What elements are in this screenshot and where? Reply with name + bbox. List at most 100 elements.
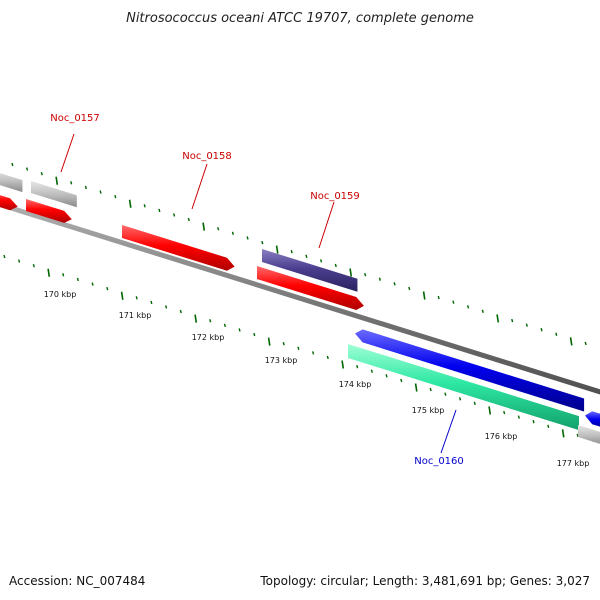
- minor-tick: [473, 401, 476, 406]
- scale-label-174kbp: 174 kbp: [339, 380, 372, 389]
- gene-feature-blue-main[interactable]: [355, 329, 585, 412]
- minor-tick: [223, 323, 226, 328]
- minor-tick: [297, 346, 300, 350]
- minor-tick: [173, 213, 176, 217]
- major-tick: [341, 360, 345, 369]
- gene-feature-gray-left[interactable]: [0, 170, 23, 193]
- gene-feature-noc0157[interactable]: [31, 181, 77, 208]
- minor-tick: [106, 286, 109, 291]
- gene-feature-blue-right[interactable]: [585, 411, 600, 429]
- minor-tick: [26, 167, 29, 171]
- gene-feature-red-right[interactable]: [257, 266, 364, 310]
- minor-tick: [334, 263, 337, 268]
- gene-feature-gray-right[interactable]: [578, 425, 600, 446]
- minor-tick: [503, 410, 506, 415]
- minor-tick: [246, 236, 249, 240]
- scale-label-175kbp: 175 kbp: [412, 406, 445, 415]
- minor-tick: [99, 190, 102, 194]
- major-tick: [120, 291, 124, 300]
- minor-tick: [481, 309, 484, 314]
- tick-marks-inner: [3, 254, 594, 442]
- minor-tick: [437, 295, 440, 300]
- scale-label-171kbp: 171 kbp: [119, 311, 152, 320]
- minor-tick: [540, 328, 543, 332]
- minor-tick: [158, 208, 161, 213]
- map-title: Nitrosococcus oceani ATCC 19707, complet…: [126, 11, 474, 26]
- minor-tick: [320, 259, 323, 263]
- minor-tick: [135, 296, 138, 300]
- gene-label-noc0160[interactable]: Noc_0160: [414, 456, 464, 467]
- genome-backbone: [0, 201, 600, 395]
- leader-line-noc0160: [440, 409, 457, 454]
- minor-tick: [3, 254, 6, 259]
- major-tick: [349, 268, 353, 277]
- tick-marks-outer: [11, 162, 587, 346]
- gene-feature-noc0160[interactable]: [348, 344, 579, 431]
- gene-features: [0, 170, 600, 446]
- minor-tick: [62, 273, 65, 277]
- minor-tick: [312, 351, 315, 355]
- minor-tick: [261, 240, 264, 245]
- minor-tick: [385, 374, 388, 378]
- major-tick: [496, 314, 500, 323]
- minor-tick: [576, 433, 579, 438]
- minor-tick: [429, 387, 432, 392]
- major-tick: [275, 245, 279, 254]
- major-tick: [414, 383, 418, 392]
- major-tick: [128, 199, 132, 208]
- major-tick: [569, 337, 573, 346]
- gene-feature-noc0158[interactable]: [122, 225, 235, 271]
- major-tick: [194, 314, 198, 323]
- minor-tick: [393, 282, 396, 286]
- minor-tick: [217, 227, 220, 231]
- gene-feature-noc0159[interactable]: [262, 249, 358, 292]
- minor-tick: [584, 341, 587, 346]
- gene-label-noc0159[interactable]: Noc_0159: [310, 191, 360, 202]
- minor-tick: [32, 263, 35, 268]
- genome-stats-text: Topology: circular; Length: 3,481,691 bp…: [259, 574, 590, 588]
- leader-line-noc0157: [60, 133, 75, 173]
- minor-tick: [290, 250, 293, 254]
- minor-tick: [452, 300, 455, 304]
- scale-label-177kbp: 177 kbp: [557, 459, 590, 468]
- scale-label-176kbp: 176 kbp: [485, 432, 518, 441]
- minor-tick: [511, 318, 514, 323]
- minor-tick: [364, 272, 367, 277]
- minor-tick: [444, 392, 447, 396]
- minor-tick: [517, 415, 520, 419]
- minor-tick: [143, 204, 146, 208]
- minor-tick: [370, 369, 373, 373]
- minor-tick: [532, 420, 535, 424]
- minor-tick: [114, 194, 117, 199]
- minor-tick: [76, 277, 79, 282]
- minor-tick: [209, 319, 212, 323]
- gene-feature-red-left[interactable]: [0, 192, 18, 211]
- minor-tick: [91, 282, 94, 286]
- minor-tick: [356, 364, 359, 369]
- scale-label-173kbp: 173 kbp: [265, 356, 298, 365]
- gene-feature-red-small[interactable]: [26, 199, 72, 223]
- minor-tick: [179, 309, 182, 314]
- minor-tick: [525, 323, 528, 327]
- minor-tick: [165, 305, 168, 309]
- minor-tick: [378, 277, 381, 281]
- major-tick: [47, 268, 51, 277]
- minor-tick: [467, 305, 470, 309]
- minor-tick: [40, 171, 43, 176]
- minor-tick: [305, 254, 308, 258]
- minor-tick: [18, 259, 21, 263]
- gene-label-noc0157[interactable]: Noc_0157: [50, 113, 100, 124]
- major-tick: [55, 176, 59, 185]
- gene-label-noc0158[interactable]: Noc_0158: [182, 151, 232, 162]
- minor-tick: [253, 332, 256, 337]
- minor-tick: [231, 231, 234, 236]
- major-tick: [422, 291, 426, 300]
- major-tick: [488, 406, 492, 415]
- scale-label-170kbp: 170 kbp: [44, 290, 77, 299]
- minor-tick: [70, 181, 73, 185]
- major-tick: [202, 222, 206, 231]
- leader-line-noc0158: [191, 163, 208, 210]
- minor-tick: [326, 355, 329, 360]
- minor-tick: [238, 328, 241, 332]
- minor-tick: [459, 397, 462, 401]
